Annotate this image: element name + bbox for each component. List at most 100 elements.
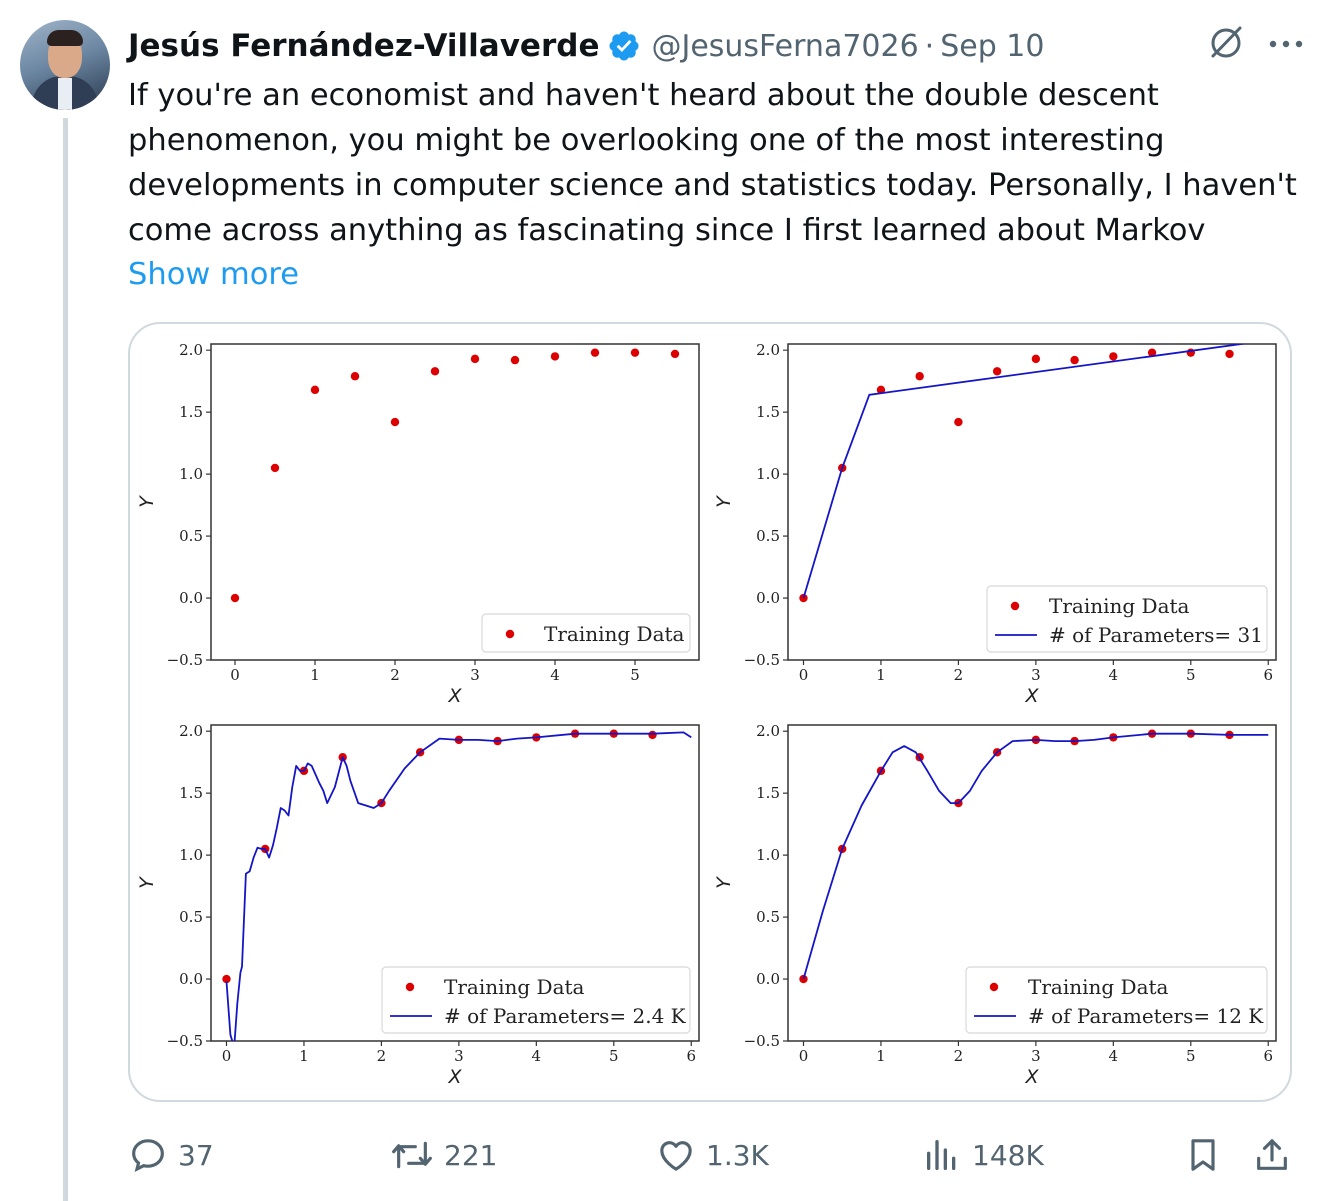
training-data-point [550, 352, 560, 361]
y-tick-label: −0.5 [167, 651, 203, 669]
legend-box [381, 966, 691, 1034]
y-tick-label: 0.5 [756, 908, 780, 926]
avatar-hair [47, 30, 83, 46]
y-tick-label: 0.5 [179, 908, 203, 926]
plot-frame [787, 343, 1277, 661]
y-axis-label: Y [136, 876, 158, 889]
legend-box [965, 966, 1268, 1034]
training-data-point [430, 367, 440, 376]
avatar-shirt [58, 78, 72, 110]
tweet-header: Jesús Fernández-Villaverde @JesusFerna70… [128, 24, 1044, 68]
legend-label: Training Data [444, 975, 585, 999]
x-tick-label: 1 [876, 1047, 886, 1065]
y-tick-label: 1.0 [756, 465, 780, 483]
x-tick-label: 5 [1186, 1047, 1196, 1065]
tweet-text: If you're an economist and haven't heard… [128, 73, 1297, 253]
x-tick-label: 2 [954, 1047, 964, 1065]
x-axis-label: X [1024, 1066, 1039, 1088]
avatar[interactable] [20, 20, 110, 110]
tweet-date[interactable]: Sep 10 [940, 28, 1045, 64]
x-tick-label: 0 [230, 666, 240, 684]
share-icon [1252, 1135, 1292, 1175]
legend-marker-point [505, 629, 515, 639]
bookmark-button[interactable] [1183, 1130, 1223, 1180]
legend-label: Training Data [1028, 975, 1169, 999]
charts-figure: −0.5 0.0 0.5 1.0 1.5 2.0 0 1 2 3 4 5 X Y Training Data… [136, 341, 1277, 1088]
y-tick-label: 2.0 [756, 722, 780, 740]
legend-label: # of Parameters= 12 K [1028, 1004, 1264, 1028]
share-button[interactable] [1252, 1130, 1292, 1180]
x-tick-label: 3 [470, 666, 480, 684]
training-data-point [1147, 348, 1157, 357]
tweet-text-line: come across anything as fascinating sinc… [128, 213, 1206, 248]
x-tick-label: 1 [876, 666, 886, 684]
y-tick-label: 0.0 [179, 589, 203, 607]
training-data-point [590, 348, 600, 357]
views-count: 148K [972, 1138, 1044, 1172]
training-data-point [799, 974, 808, 984]
grok-icon[interactable] [1206, 22, 1246, 66]
training-data-point [510, 355, 520, 365]
training-data-point [630, 348, 640, 357]
tweet-text-line: developments in computer science and sta… [128, 168, 1297, 203]
x-tick-label: 6 [686, 1047, 696, 1065]
training-data-point [230, 593, 240, 603]
legend-marker-point [1010, 601, 1020, 611]
legend-box [986, 585, 1268, 653]
x-tick-label: 1 [310, 666, 320, 684]
plot-frame [210, 343, 700, 661]
training-data-point [1225, 349, 1234, 359]
x-tick-label: 5 [609, 1047, 619, 1065]
tweet-action-bar: 37 221 1.3K 148K [128, 1130, 1298, 1180]
views-button[interactable]: 148K [922, 1130, 1044, 1180]
like-button[interactable]: 1.3K [656, 1130, 769, 1180]
show-more-link[interactable]: Show more [128, 257, 299, 292]
y-tick-label: −0.5 [744, 651, 780, 669]
author-name[interactable]: Jesús Fernández-Villaverde [128, 28, 600, 64]
author-handle[interactable]: @JesusFerna7026 [651, 28, 919, 64]
x-axis-label: X [447, 1066, 462, 1088]
verified-badge-icon[interactable] [607, 29, 641, 63]
x-tick-label: 0 [799, 1047, 809, 1065]
y-tick-label: 0.0 [756, 589, 780, 607]
repost-button[interactable]: 221 [390, 1130, 497, 1180]
x-tick-label: 4 [1109, 666, 1119, 684]
x-tick-label: 4 [550, 666, 560, 684]
like-count: 1.3K [706, 1138, 769, 1172]
y-axis-label: Y [713, 876, 735, 889]
training-data-point [470, 354, 480, 364]
reply-icon [128, 1135, 168, 1175]
legend-label: Training Data [1049, 594, 1190, 618]
training-data-point [954, 417, 963, 427]
reply-count: 37 [178, 1138, 214, 1172]
y-tick-label: 0.0 [756, 970, 780, 988]
x-tick-label: 0 [222, 1047, 232, 1065]
legend-label: # of Parameters= 31 [1049, 623, 1263, 647]
training-data-point [648, 730, 657, 740]
y-tick-label: −0.5 [744, 1032, 780, 1050]
y-tick-label: 1.5 [756, 784, 780, 802]
training-data-point [350, 372, 360, 381]
repost-count: 221 [444, 1138, 498, 1172]
x-tick-label: 1 [299, 1047, 309, 1065]
training-data-point [310, 385, 320, 395]
bookmark-icon [1183, 1135, 1223, 1175]
plot-frame [787, 724, 1277, 1042]
y-tick-label: 1.0 [179, 465, 203, 483]
y-tick-label: 1.5 [179, 403, 203, 421]
training-data-point [876, 385, 886, 395]
x-axis-label: X [447, 685, 462, 707]
training-data-point [1109, 352, 1118, 361]
y-tick-label: −0.5 [167, 1032, 203, 1050]
legend-box [481, 613, 691, 653]
more-icon[interactable] [1268, 35, 1304, 54]
x-tick-label: 2 [377, 1047, 387, 1065]
training-data-point [1070, 355, 1079, 365]
y-tick-label: 0.0 [179, 970, 203, 988]
reply-button[interactable]: 37 [128, 1130, 214, 1180]
x-tick-label: 2 [954, 666, 964, 684]
tweet-media-image[interactable]: −0.5 0.0 0.5 1.0 1.5 2.0 0 1 2 3 4 5 X Y Training Data… [128, 322, 1292, 1102]
y-tick-label: 2.0 [179, 341, 203, 359]
repost-icon [390, 1135, 434, 1175]
x-tick-label: 3 [1031, 666, 1041, 684]
